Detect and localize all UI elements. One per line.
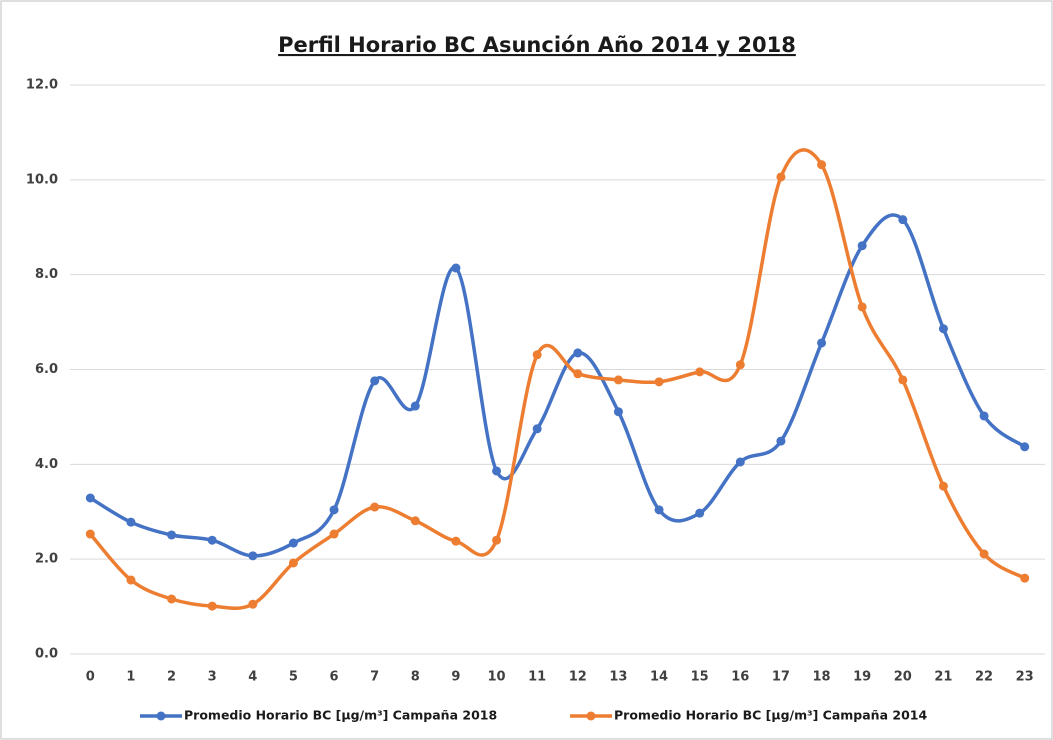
point [207,535,217,545]
x-tick-label: 13 [609,670,627,685]
point [1020,442,1030,452]
point [735,457,745,467]
point [857,241,867,251]
x-tick-label: 11 [528,670,546,685]
point [410,401,420,411]
point [288,558,298,568]
x-tick-label: 19 [853,670,871,685]
x-tick-label: 4 [248,670,257,685]
x-tick-label: 18 [813,670,831,685]
y-tick-label: 8.0 [35,267,58,282]
x-tick-label: 22 [975,670,993,685]
point [817,338,827,348]
y-tick-label: 4.0 [35,457,58,472]
x-tick-label: 8 [411,670,420,685]
point [248,551,258,561]
x-tick-label: 6 [330,670,339,685]
x-tick-label: 0 [86,670,95,685]
point [979,549,989,559]
point [248,599,258,609]
point [329,529,339,539]
point [85,529,95,539]
y-tick-label: 2.0 [35,552,58,567]
x-tick-label: 21 [934,670,952,685]
legend-label: Promedio Horario BC [µg/m³] Campaña 2014 [614,708,927,723]
point [857,302,867,312]
point [735,360,745,370]
x-tick-label: 3 [208,670,217,685]
point [613,407,623,417]
x-tick-label: 7 [370,670,379,685]
point [938,324,948,334]
point [573,348,583,358]
y-tick-label: 0.0 [35,647,58,662]
point [1020,573,1030,583]
x-tick-label: 10 [488,670,506,685]
y-tick-label: 10.0 [26,172,58,187]
point [126,517,136,527]
point [126,575,136,585]
x-tick-label: 2 [167,670,176,685]
point [573,369,583,379]
x-tick-label: 17 [772,670,790,685]
point [613,375,623,385]
x-tick-label: 23 [1016,670,1034,685]
point [288,538,298,548]
point [492,535,502,545]
x-tick-label: 1 [126,670,135,685]
point [451,263,461,273]
legend-marker [156,711,166,721]
x-tick-label: 12 [569,670,587,685]
point [207,601,217,611]
point [938,481,948,491]
point [532,424,542,434]
x-tick-label: 15 [691,670,709,685]
point [492,466,502,476]
point [654,377,664,387]
y-tick-label: 6.0 [35,362,58,377]
point [898,375,908,385]
x-tick-label: 14 [650,670,668,685]
x-tick-label: 16 [731,670,749,685]
chart-title: Perfil Horario BC Asunción Año 2014 y 20… [278,33,796,57]
point [695,508,705,518]
point [898,215,908,225]
point [776,436,786,446]
x-tick-label: 20 [894,670,912,685]
point [532,350,542,360]
x-tick-label: 5 [289,670,298,685]
legend-label: Promedio Horario BC [µg/m³] Campaña 2018 [184,708,497,723]
x-tick-label: 9 [451,670,460,685]
point [329,505,339,515]
legend-marker [586,711,596,721]
point [370,502,380,512]
point [817,160,827,170]
point [451,536,461,546]
point [695,367,705,377]
point [979,411,989,421]
point [167,594,177,604]
point [85,493,95,503]
y-tick-label: 12.0 [26,78,58,93]
point [167,530,177,540]
point [370,376,380,386]
point [776,172,786,182]
point [410,516,420,526]
point [654,505,664,515]
